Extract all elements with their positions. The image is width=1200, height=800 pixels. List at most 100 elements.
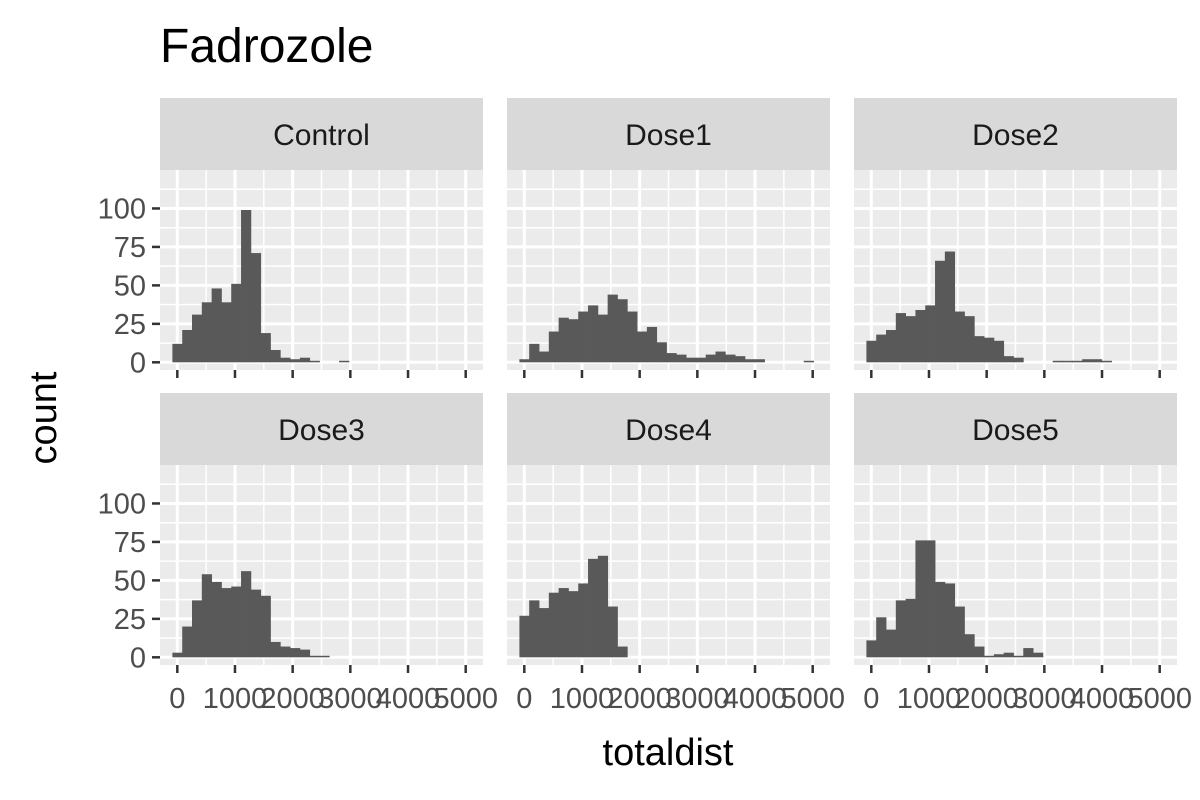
x-tick-label: 1000: [550, 683, 615, 715]
histogram-bar: [578, 311, 589, 363]
histogram-bar: [290, 648, 301, 658]
histogram-bar: [984, 655, 995, 658]
histogram-bar: [715, 351, 726, 363]
histogram-bar: [984, 337, 995, 363]
y-tick-label: 50: [114, 270, 146, 302]
histogram-bar: [182, 330, 193, 363]
x-tick-label: 4000: [1070, 683, 1135, 715]
histogram-bar: [866, 340, 877, 363]
histogram-bar: [866, 640, 877, 658]
y-tick-label: 0: [130, 642, 146, 674]
y-tick-label: 100: [98, 488, 146, 520]
y-tick-label: 25: [114, 309, 146, 341]
histogram-bar: [221, 302, 232, 363]
histogram-bar: [895, 313, 907, 363]
histogram-bar: [231, 586, 242, 658]
facet-strip: [854, 393, 1177, 465]
facet-panel-control: Control 0 25 50 75 100: [98, 98, 483, 379]
histogram-bar: [529, 343, 540, 363]
histogram-bar: [270, 641, 281, 658]
facet-strip: [507, 393, 830, 465]
histogram-bar: [944, 583, 956, 658]
y-tick-label: 100: [98, 193, 146, 225]
histogram-bar: [280, 357, 291, 363]
x-tick-label: 0: [516, 683, 532, 715]
histogram-bar: [192, 600, 203, 658]
histogram-bar: [339, 360, 350, 363]
histogram-bar: [656, 342, 667, 363]
histogram-bar: [735, 356, 746, 363]
x-tick-label: 0: [169, 683, 185, 715]
histogram-bar: [201, 302, 213, 363]
facet-panel-dose2: Dose2: [854, 98, 1177, 378]
histogram-bar: [695, 357, 707, 363]
histogram-bar: [539, 608, 550, 658]
histogram-bar: [993, 654, 1005, 658]
histogram-bar: [519, 615, 530, 658]
histogram-bar: [241, 210, 252, 363]
facet-strip-label: Dose2: [972, 119, 1059, 152]
x-tick-label: 2000: [260, 683, 325, 715]
histogram-bar: [666, 353, 677, 363]
histogram-bar: [974, 336, 985, 363]
histogram-bar: [1062, 360, 1073, 363]
histogram-bar: [578, 583, 589, 658]
histogram-bar: [627, 311, 638, 363]
y-tick-label: 0: [130, 347, 146, 379]
histogram-bar: [725, 354, 736, 363]
y-axis-title: count: [23, 371, 65, 464]
histogram-bar: [617, 646, 628, 658]
histogram-bar: [231, 283, 242, 363]
histogram-bar: [548, 592, 560, 658]
histogram-bar: [676, 354, 687, 363]
histogram-bar: [221, 588, 232, 658]
histogram-bar: [548, 331, 560, 363]
y-tick-label: 75: [114, 232, 146, 264]
histogram-bar: [637, 331, 648, 363]
x-tick-label: 3000: [665, 683, 730, 715]
histogram-bar: [299, 357, 311, 363]
histogram-bar: [250, 253, 262, 363]
histogram-bar: [954, 606, 965, 658]
histogram-bar: [201, 574, 213, 658]
histogram-bar: [172, 652, 183, 658]
histogram-bar: [172, 343, 183, 363]
facet-strip-label: Control: [273, 119, 370, 152]
histogram-bar: [754, 359, 765, 363]
histogram-bar: [597, 555, 609, 658]
histogram-bar: [803, 360, 814, 363]
histogram-bar: [1013, 655, 1024, 658]
x-tick-label: 3000: [318, 683, 383, 715]
facet-strip-label: Dose3: [278, 414, 365, 447]
facet-strip: [160, 393, 483, 465]
histogram-bar: [290, 359, 301, 363]
y-tick-label: 75: [114, 527, 146, 559]
histogram-bar: [588, 305, 599, 363]
x-tick-label: 5000: [780, 683, 845, 715]
facet-panels: Control 0 25 50 75 100 Dose1 Dose2 Dose3 0 25 50 75 1…: [98, 98, 1192, 715]
facet-strip-label: Dose5: [972, 414, 1059, 447]
histogram-bar: [319, 655, 330, 658]
histogram-bar: [558, 317, 569, 363]
histogram-bar: [944, 251, 956, 363]
histogram-bar: [744, 359, 756, 363]
histogram-bar: [529, 600, 540, 658]
histogram-bar: [646, 326, 658, 363]
x-tick-label: 5000: [433, 683, 498, 715]
x-tick-label: 1000: [897, 683, 962, 715]
histogram-bar: [607, 294, 618, 363]
histogram-bar: [705, 354, 716, 363]
histogram-bar: [876, 334, 887, 363]
histogram-bar: [1052, 360, 1063, 363]
x-tick-label: 1000: [203, 683, 268, 715]
histogram-bar: [964, 316, 975, 363]
histogram-bar: [1033, 652, 1044, 658]
histogram-bar: [993, 340, 1005, 363]
x-tick-label: 2000: [954, 683, 1019, 715]
histogram-bar: [607, 606, 618, 658]
histogram-bar: [905, 598, 916, 658]
